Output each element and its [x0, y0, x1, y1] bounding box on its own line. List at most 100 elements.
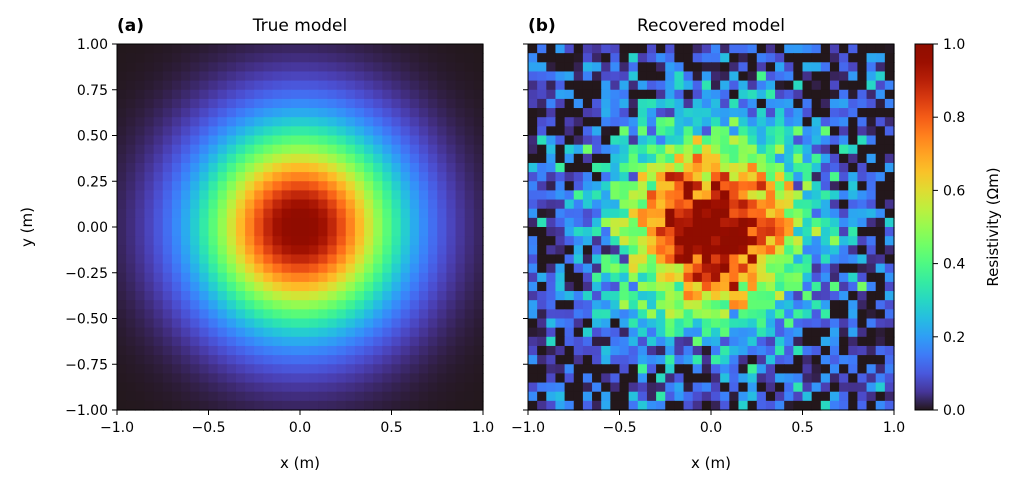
heatmap-cell — [528, 199, 538, 210]
heatmap-cell — [875, 291, 886, 301]
heatmap-cell — [646, 300, 657, 310]
heatmap-cell — [199, 172, 210, 182]
heatmap-cell — [637, 190, 648, 201]
heatmap-cell — [747, 144, 758, 155]
heatmap-cell — [829, 336, 840, 347]
heatmap-cell — [829, 309, 840, 320]
heatmap-cell — [473, 181, 484, 191]
heatmap-cell — [309, 309, 319, 320]
heatmap-cell — [820, 71, 831, 82]
heatmap-cell — [528, 98, 538, 109]
heatmap-cell — [646, 382, 657, 393]
heatmap-cell — [336, 217, 347, 228]
heatmap-cell — [582, 199, 593, 210]
heatmap-cell — [775, 364, 785, 374]
heatmap-cell — [811, 345, 822, 356]
heatmap-cell — [683, 217, 694, 228]
heatmap-cell — [701, 345, 712, 356]
heatmap-cell — [327, 208, 338, 219]
heatmap-cell — [665, 245, 675, 256]
heatmap-cell — [729, 400, 740, 411]
heatmap-cell — [391, 89, 402, 100]
heatmap-cell — [747, 217, 758, 228]
heatmap-cell — [775, 126, 785, 137]
heatmap-cell — [373, 382, 383, 393]
heatmap-cell — [683, 336, 694, 347]
heatmap-cell — [171, 190, 182, 201]
heatmap-cell — [226, 281, 237, 292]
heatmap-cell — [437, 126, 447, 137]
heatmap-cell — [793, 309, 804, 320]
heatmap-cell — [820, 126, 831, 137]
heatmap-cell — [162, 208, 173, 219]
heatmap-cell — [701, 190, 712, 201]
heatmap-cell — [290, 318, 301, 329]
heatmap-cell — [226, 172, 237, 182]
heatmap-cell — [153, 144, 164, 155]
heatmap-cell — [775, 355, 785, 365]
heatmap-cell — [473, 318, 484, 329]
heatmap-cell — [811, 44, 822, 54]
heatmap-cell — [839, 318, 849, 329]
heatmap-cell — [281, 364, 292, 374]
heatmap-cell — [345, 126, 356, 137]
heatmap-cell — [820, 80, 831, 91]
heatmap-cell — [400, 227, 411, 237]
heatmap-cell — [364, 80, 374, 91]
heatmap-cell — [181, 382, 191, 393]
heatmap-cell — [857, 172, 868, 182]
heatmap-cell — [199, 162, 210, 173]
heatmap-cell — [665, 309, 675, 320]
heatmap-cell — [857, 391, 868, 402]
heatmap-cell — [775, 236, 785, 246]
heatmap-cell — [190, 80, 200, 91]
heatmap-cell — [409, 400, 420, 411]
heatmap-cell — [235, 345, 246, 356]
heatmap-cell — [756, 208, 767, 219]
heatmap-cell — [354, 300, 365, 310]
heatmap-cell — [729, 217, 740, 228]
heatmap-cell — [765, 98, 776, 109]
heatmap-cell — [464, 117, 475, 127]
x-axis-ticks: −1.0 −0.5 0.0 0.5 1.0 — [511, 410, 905, 436]
heatmap-cell — [162, 144, 173, 155]
heatmap-cell — [126, 327, 136, 338]
heatmap-cell — [391, 117, 402, 127]
heatmap-cell — [327, 309, 338, 320]
heatmap-cell — [692, 327, 703, 338]
heatmap-cell — [290, 364, 301, 374]
heatmap-cell — [254, 373, 264, 384]
heatmap-cell — [135, 71, 146, 82]
heatmap-cell — [455, 108, 466, 118]
heatmap-cell — [126, 236, 136, 246]
heatmap-cell — [117, 117, 127, 127]
heatmap-cell — [144, 71, 155, 82]
heatmap-cell — [683, 162, 694, 173]
heatmap-cell — [318, 373, 329, 384]
heatmap-cell — [153, 181, 164, 191]
heatmap-cell — [226, 89, 237, 100]
heatmap-cell — [683, 126, 694, 137]
heatmap-cell — [382, 199, 393, 210]
heatmap-cell — [701, 117, 712, 127]
heatmap-cell — [637, 391, 648, 402]
heatmap-cell — [601, 53, 611, 63]
heatmap-cell — [711, 89, 721, 100]
heatmap-cell — [153, 318, 164, 329]
heatmap-cell — [866, 263, 877, 274]
heatmap-cell — [473, 135, 484, 146]
heatmap-cell — [601, 172, 611, 182]
heatmap-cell — [610, 254, 621, 265]
heatmap-cell — [802, 382, 813, 393]
heatmap-cell — [546, 89, 557, 100]
heatmap-cell — [181, 172, 191, 182]
heatmap-cell — [217, 108, 228, 118]
heatmap-cell — [866, 153, 877, 164]
heatmap-cell — [300, 245, 310, 256]
heatmap-cell — [290, 336, 301, 347]
heatmap-cell — [117, 364, 127, 374]
heatmap-cell — [839, 227, 849, 237]
heatmap-cell — [775, 309, 785, 320]
heatmap-cell — [409, 190, 420, 201]
heatmap-cell — [473, 236, 484, 246]
